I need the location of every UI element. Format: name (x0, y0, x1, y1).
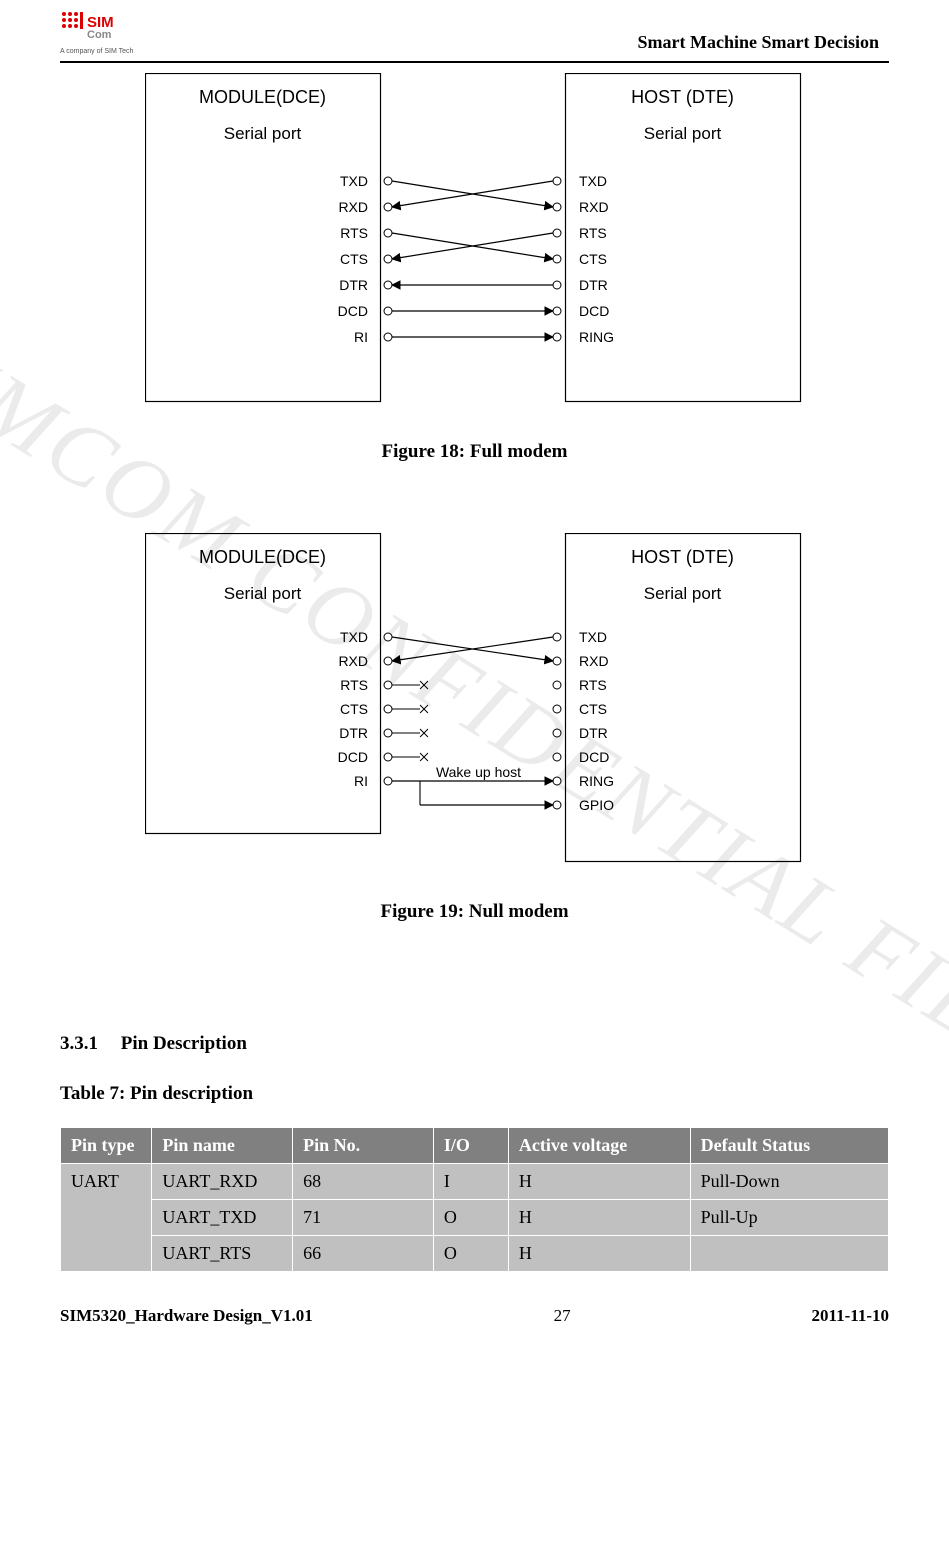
table-cell: H (509, 1200, 690, 1235)
section-title: Pin Description (121, 1033, 247, 1054)
svg-text:Serial port: Serial port (643, 584, 721, 603)
svg-text:RXD: RXD (579, 653, 609, 669)
pin-type-cell: UART (61, 1164, 151, 1271)
null-modem-svg: MODULE(DCE) Serial port HOST (DTE) Serial p… (145, 533, 805, 873)
svg-text:DCD: DCD (337, 749, 367, 765)
svg-text:Wake up host: Wake up host (435, 764, 520, 780)
full-modem-svg: MODULE(DCE) Serial port HOST (DTE) Serial p… (145, 73, 805, 413)
svg-text:RI: RI (354, 773, 368, 789)
svg-text:MODULE(DCE): MODULE(DCE) (198, 87, 325, 107)
pin-description-table: Pin typePin namePin No.I/OActive voltage… (60, 1127, 889, 1272)
svg-text:CTS: CTS (340, 251, 368, 267)
figure-19-diagram: MODULE(DCE) Serial port HOST (DTE) Serial p… (60, 533, 889, 873)
svg-text:RXD: RXD (338, 653, 368, 669)
simcom-logo-icon: SIM Com (60, 8, 130, 48)
table-cell: 66 (293, 1236, 433, 1271)
svg-text:DCD: DCD (337, 303, 367, 319)
svg-text:RTS: RTS (340, 677, 368, 693)
svg-text:RXD: RXD (338, 199, 368, 215)
table-row: UART_TXD71OHPull-Up (61, 1200, 888, 1235)
figure-19-caption: Figure 19: Null modem (60, 901, 889, 923)
section-number: 3.3.1 (60, 1033, 98, 1054)
svg-text:DTR: DTR (339, 725, 368, 741)
svg-text:DCD: DCD (579, 303, 609, 319)
table-header-cell: I/O (434, 1128, 508, 1163)
header-right-text: Smart Machine Smart Decision (638, 32, 889, 55)
table-cell: I (434, 1164, 508, 1199)
header-rule (60, 61, 889, 63)
svg-text:CTS: CTS (579, 251, 607, 267)
figure-18-caption: Figure 18: Full modem (60, 441, 889, 463)
table-cell: UART_RTS (152, 1236, 292, 1271)
svg-text:TXD: TXD (340, 173, 368, 189)
svg-text:RTS: RTS (340, 225, 368, 241)
table-cell: H (509, 1164, 690, 1199)
table-header-cell: Pin name (152, 1128, 292, 1163)
table-cell (691, 1236, 888, 1271)
table-cell: O (434, 1200, 508, 1235)
svg-text:DTR: DTR (339, 277, 368, 293)
table-cell: Pull-Up (691, 1200, 888, 1235)
svg-text:RI: RI (354, 329, 368, 345)
table-cell: UART_TXD (152, 1200, 292, 1235)
svg-text:CTS: CTS (579, 701, 607, 717)
logo-block: SIM Com A company of SIM Tech (60, 8, 133, 55)
logo-subtext: A company of SIM Tech (60, 48, 133, 55)
table-header-cell: Pin type (61, 1128, 151, 1163)
svg-text:RING: RING (579, 773, 614, 789)
svg-text:SIM: SIM (87, 14, 114, 31)
footer-right: 2011-11-10 (812, 1306, 889, 1326)
svg-text:DTR: DTR (579, 725, 608, 741)
svg-text:RTS: RTS (579, 677, 607, 693)
table-row: UART_RTS66OH (61, 1236, 888, 1271)
svg-text:DTR: DTR (579, 277, 608, 293)
svg-text:CTS: CTS (340, 701, 368, 717)
table-cell: O (434, 1236, 508, 1271)
table-row: UARTUART_RXD68IHPull-Down (61, 1164, 888, 1199)
section-heading: 3.3.1 Pin Description (60, 1033, 889, 1055)
table-cell: H (509, 1236, 690, 1271)
table-header-cell: Default Status (691, 1128, 888, 1163)
footer-left: SIM5320_Hardware Design_V1.01 (60, 1306, 313, 1326)
table-header-cell: Active voltage (509, 1128, 690, 1163)
svg-text:GPIO: GPIO (579, 797, 614, 813)
page-footer: SIM5320_Hardware Design_V1.01 27 2011-11… (60, 1306, 889, 1326)
svg-text:TXD: TXD (579, 173, 607, 189)
svg-text:RTS: RTS (579, 225, 607, 241)
table-cell: Pull-Down (691, 1164, 888, 1199)
svg-text:Serial port: Serial port (643, 124, 721, 143)
footer-page-number: 27 (554, 1306, 571, 1326)
svg-text:HOST (DTE): HOST (DTE) (631, 87, 734, 107)
svg-text:MODULE(DCE): MODULE(DCE) (198, 547, 325, 567)
svg-text:RING: RING (579, 329, 614, 345)
table-cell: 71 (293, 1200, 433, 1235)
svg-text:TXD: TXD (579, 629, 607, 645)
figure-18-diagram: MODULE(DCE) Serial port HOST (DTE) Serial p… (60, 73, 889, 413)
svg-text:Serial port: Serial port (223, 584, 301, 603)
table-header-cell: Pin No. (293, 1128, 433, 1163)
svg-text:RXD: RXD (579, 199, 609, 215)
page-header: SIM Com A company of SIM Tech Smart Mach… (60, 0, 889, 59)
svg-text:Com: Com (87, 29, 112, 41)
table-cell: UART_RXD (152, 1164, 292, 1199)
table-cell: 68 (293, 1164, 433, 1199)
svg-text:Serial port: Serial port (223, 124, 301, 143)
svg-text:HOST (DTE): HOST (DTE) (631, 547, 734, 567)
svg-text:TXD: TXD (340, 629, 368, 645)
table-title: Table 7: Pin description (60, 1083, 889, 1105)
svg-text:DCD: DCD (579, 749, 609, 765)
